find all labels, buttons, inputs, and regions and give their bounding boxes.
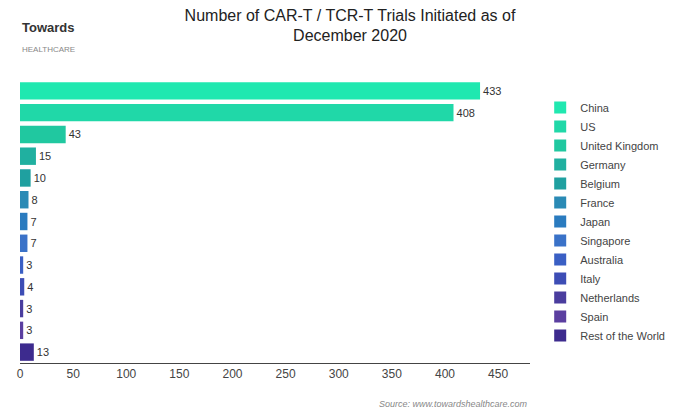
svg-text:Italy: Italy	[580, 273, 601, 285]
svg-text:7: 7	[30, 237, 36, 249]
svg-text:3: 3	[26, 324, 32, 336]
svg-text:200: 200	[222, 367, 242, 381]
svg-text:408: 408	[457, 107, 475, 119]
svg-text:Singapore: Singapore	[580, 235, 630, 247]
svg-text:4: 4	[27, 281, 33, 293]
svg-text:100: 100	[116, 367, 136, 381]
svg-text:8: 8	[32, 194, 38, 206]
svg-text:150: 150	[169, 367, 189, 381]
svg-text:US: US	[580, 121, 595, 133]
svg-text:13: 13	[37, 346, 49, 358]
svg-text:300: 300	[329, 367, 349, 381]
svg-text:3: 3	[26, 303, 32, 315]
svg-text:France: France	[580, 197, 614, 209]
svg-text:United Kingdom: United Kingdom	[580, 140, 658, 152]
svg-text:Germany: Germany	[580, 159, 626, 171]
svg-text:0: 0	[17, 367, 24, 381]
svg-text:250: 250	[276, 367, 296, 381]
svg-text:Spain: Spain	[580, 311, 608, 323]
svg-text:10: 10	[34, 172, 46, 184]
svg-text:Japan: Japan	[580, 216, 610, 228]
svg-text:HEALTHCARE: HEALTHCARE	[22, 45, 75, 54]
svg-text:400: 400	[435, 367, 455, 381]
svg-text:3: 3	[26, 259, 32, 271]
svg-text:Rest of the World: Rest of the World	[580, 330, 665, 342]
svg-text:7: 7	[30, 216, 36, 228]
svg-text:Netherlands: Netherlands	[580, 292, 640, 304]
svg-text:Towards: Towards	[22, 20, 75, 35]
svg-text:43: 43	[69, 128, 81, 140]
svg-text:China: China	[580, 102, 610, 114]
svg-text:Australia: Australia	[580, 254, 624, 266]
svg-text:Number of CAR-T / TCR-T Trials: Number of CAR-T / TCR-T Trials Initiated…	[185, 7, 516, 45]
svg-text:Belgium: Belgium	[580, 178, 620, 190]
svg-text:350: 350	[382, 367, 402, 381]
svg-text:50: 50	[66, 367, 80, 381]
svg-text:433: 433	[483, 85, 501, 97]
svg-text:15: 15	[39, 150, 51, 162]
svg-text:450: 450	[488, 367, 508, 381]
svg-text:Source: www.towardshealthcare.: Source: www.towardshealthcare.com	[379, 399, 528, 409]
